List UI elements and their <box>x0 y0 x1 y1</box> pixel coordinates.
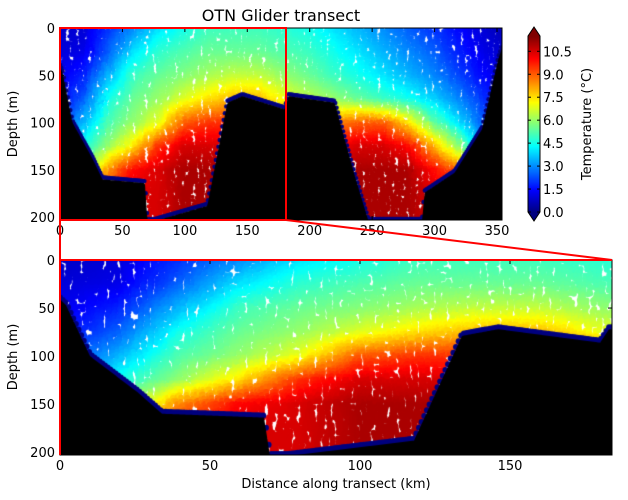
colorbar-ticks: 0.0 1.5 3.0 4.5 6.0 7.5 9.0 10.5 <box>528 45 572 221</box>
x-axis-label: Distance along transect (km) <box>241 477 430 492</box>
colorbar-frame <box>527 26 541 222</box>
y-tick-label: 100 <box>30 117 55 132</box>
colorbar-tick-label: 3.0 <box>543 160 564 175</box>
x-tick-label: 100 <box>348 459 373 474</box>
x-tick-label: 200 <box>297 224 322 239</box>
top-y-axis-label: Depth (m) <box>6 91 21 158</box>
y-tick-label: 100 <box>30 350 55 365</box>
x-tick-label: 0 <box>56 459 64 474</box>
bottom-axes-frame <box>59 259 613 456</box>
y-tick-label: 50 <box>38 302 55 317</box>
colorbar-tick-label: 9.0 <box>543 68 564 83</box>
colorbar-tick-label: 10.5 <box>543 45 572 60</box>
y-tick-label: 150 <box>30 398 55 413</box>
x-tick-label: 350 <box>485 224 510 239</box>
x-tick-label: 150 <box>498 459 523 474</box>
y-tick-label: 0 <box>47 254 55 269</box>
colorbar-tick-label: 4.5 <box>543 137 564 152</box>
x-tick-label: 300 <box>422 224 447 239</box>
colorbar-extend-max-arrow <box>528 27 540 36</box>
bottom-y-axis-label: Depth (m) <box>6 324 21 391</box>
top-axis-ticks: 050100150200250300350050100150200 <box>30 22 509 239</box>
colorbar-extend-min-arrow <box>528 212 540 221</box>
bottom-axis-ticks: 0 50 100 150 0 50 100 150 200 <box>30 254 612 474</box>
x-tick-label: 150 <box>235 224 260 239</box>
x-tick-label: 50 <box>202 459 219 474</box>
y-tick-label: 50 <box>38 69 55 84</box>
colorbar-tick-label: 0.0 <box>543 206 564 221</box>
colorbar-label: Temperature (°C) <box>580 68 595 181</box>
colorbar-tick-label: 6.0 <box>543 114 564 129</box>
bottom-transect-scatter <box>60 260 612 455</box>
x-tick-label: 100 <box>172 224 197 239</box>
chart-title: OTN Glider transect <box>202 6 360 25</box>
colorbar-gradient <box>528 36 540 212</box>
colorbar-tick-label: 1.5 <box>543 183 564 198</box>
top-axes-frame <box>59 27 503 221</box>
top-transect-scatter <box>60 28 502 220</box>
y-tick-label: 200 <box>30 446 55 461</box>
y-tick-label: 200 <box>30 211 55 226</box>
zoom-connector-right <box>285 219 613 261</box>
y-tick-label: 150 <box>30 164 55 179</box>
colorbar-tick-label: 7.5 <box>543 91 564 106</box>
y-tick-label: 0 <box>47 22 55 37</box>
zoom-highlight-box <box>59 27 287 221</box>
x-tick-label: 50 <box>114 224 131 239</box>
